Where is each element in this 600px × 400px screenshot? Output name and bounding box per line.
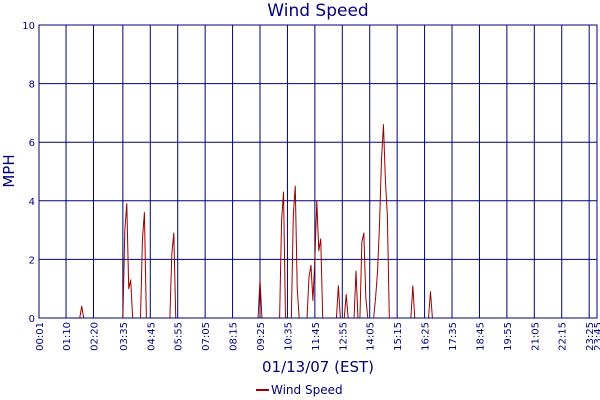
y-axis-label: MPH <box>0 154 18 187</box>
x-tick-label: 16:25 <box>421 322 432 351</box>
y-tick-label: 6 <box>29 138 35 149</box>
x-tick-label: 19:55 <box>503 322 514 351</box>
x-tick-label: 23:25 <box>585 322 596 351</box>
legend-label: Wind Speed <box>271 383 343 397</box>
x-tick-label: 14:05 <box>366 322 377 351</box>
chart-title: Wind Speed <box>267 1 368 21</box>
x-tick-label: 15:15 <box>393 322 404 351</box>
x-tick-label: 05:55 <box>174 322 185 351</box>
x-tick-label: 21:05 <box>530 322 541 351</box>
y-tick-label: 2 <box>29 255 35 266</box>
y-tick-label: 0 <box>29 314 35 325</box>
x-tick-label: 22:15 <box>558 322 569 351</box>
y-tick-label: 4 <box>29 197 35 208</box>
x-tick-labels: 00:01 01:10 02:20 03:35 04:45 05:55 07:05 08:15… <box>35 322 600 351</box>
y-tick-label: 8 <box>29 80 35 91</box>
y-tick-label: 10 <box>22 21 35 32</box>
x-tick-label: 02:20 <box>89 322 100 351</box>
plot-frame <box>38 24 598 319</box>
x-tick-label: 07:05 <box>201 322 212 351</box>
x-tick-label: 23:45 <box>593 322 600 351</box>
series-line <box>39 124 597 319</box>
x-tick-label: 18:45 <box>475 322 486 351</box>
x-tick-label: 08:15 <box>229 322 240 351</box>
legend: Wind Speed <box>256 383 343 397</box>
grid <box>38 24 598 319</box>
x-tick-label: 09:25 <box>256 322 267 351</box>
x-tick-label: 03:35 <box>119 322 130 351</box>
series-layer <box>39 124 597 319</box>
x-tick-label: 11:45 <box>311 322 322 351</box>
x-tick-label: 12:55 <box>338 322 349 351</box>
x-tick-label: 04:45 <box>146 322 157 351</box>
x-tick-label: 00:01 <box>35 322 46 351</box>
x-tick-label: 10:35 <box>283 322 294 351</box>
x-tick-label: 01:10 <box>62 322 73 351</box>
x-axis-label: 01/13/07 (EST) <box>262 358 374 376</box>
x-tick-label: 17:35 <box>448 322 459 351</box>
y-tick-labels: 0 2 4 6 8 10 <box>22 21 35 325</box>
